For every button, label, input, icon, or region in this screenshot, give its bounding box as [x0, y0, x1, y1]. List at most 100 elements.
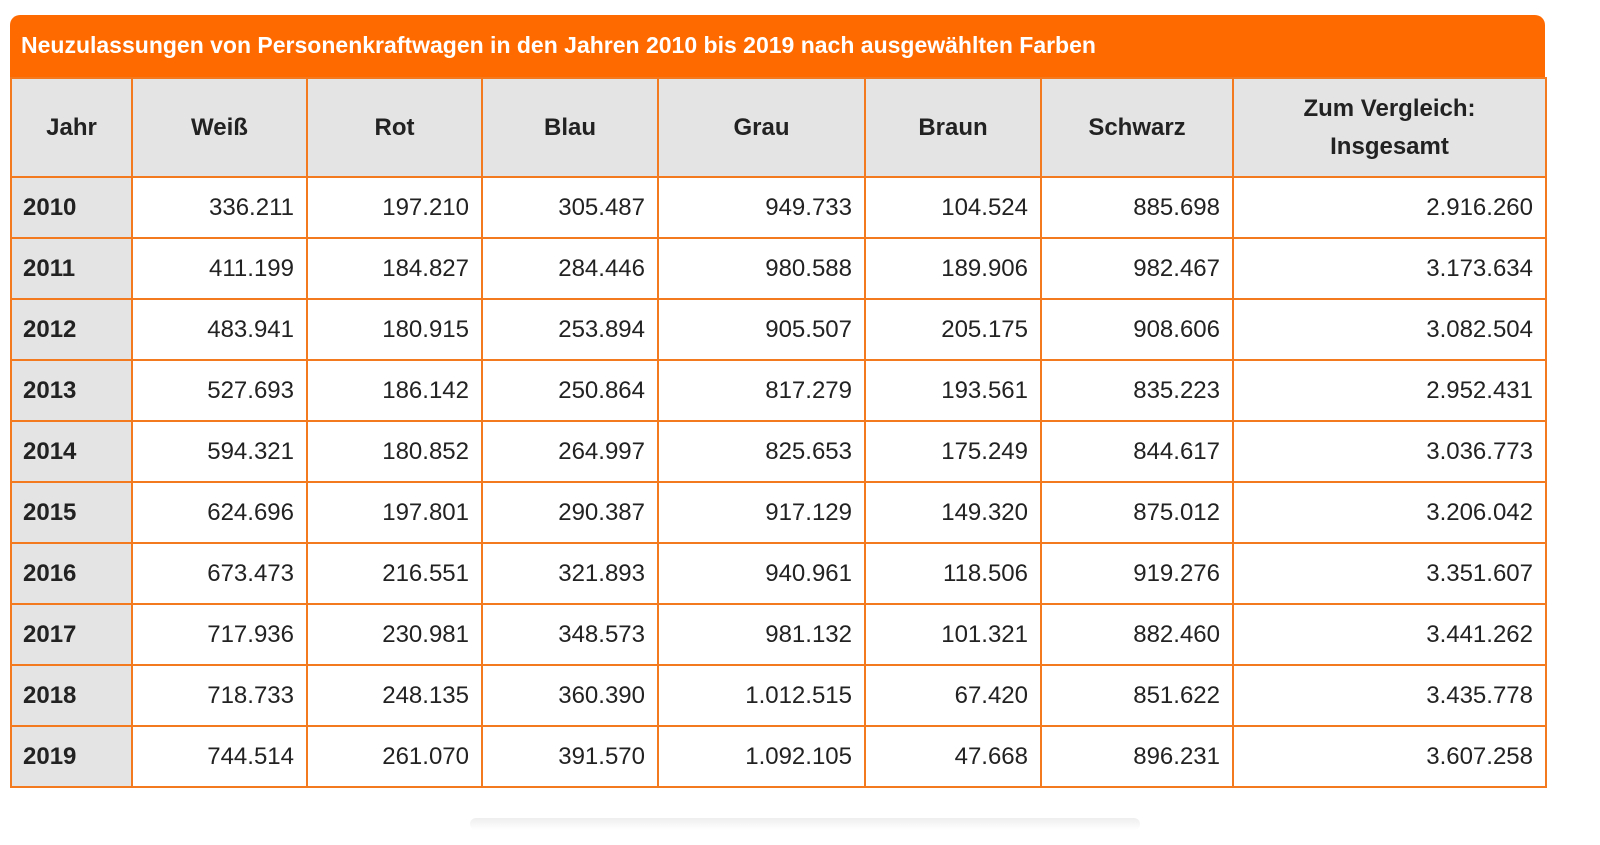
cell-blau: 264.997 — [481, 420, 659, 483]
table-row: 2017 717.936 230.981 348.573 981.132 101.321 8… — [10, 603, 1547, 666]
year-cell: 2014 — [10, 420, 133, 483]
cell-rot: 230.981 — [306, 603, 483, 666]
cell-rot: 248.135 — [306, 664, 483, 727]
table-row: 2013 527.693 186.142 250.864 817.279 193.561 8… — [10, 359, 1547, 422]
cell-zum-vergleich-insgesamt: 3.082.504 — [1232, 298, 1547, 361]
column-header-blau: Blau — [481, 77, 659, 178]
column-header-rot: Rot — [306, 77, 483, 178]
cell-blau: 284.446 — [481, 237, 659, 300]
column-header-grau: Grau — [657, 77, 866, 178]
year-cell: 2016 — [10, 542, 133, 605]
cell-schwarz: 885.698 — [1040, 176, 1234, 239]
header-row: Jahr Weiß Rot Blau Grau Braun Schwarz Zum Vergl… — [10, 77, 1547, 178]
cell-weiss: 624.696 — [131, 481, 308, 544]
cell-rot: 197.210 — [306, 176, 483, 239]
cell-braun: 104.524 — [864, 176, 1042, 239]
cell-blau: 321.893 — [481, 542, 659, 605]
cell-zum-vergleich-insgesamt: 3.441.262 — [1232, 603, 1547, 666]
cell-weiss: 717.936 — [131, 603, 308, 666]
cell-zum-vergleich-insgesamt: 2.916.260 — [1232, 176, 1547, 239]
table-row: 2014 594.321 180.852 264.997 825.653 175.249 8… — [10, 420, 1547, 483]
cell-schwarz: 908.606 — [1040, 298, 1234, 361]
table-row: 2015 624.696 197.801 290.387 917.129 149.320 8… — [10, 481, 1547, 544]
cell-weiss: 527.693 — [131, 359, 308, 422]
cell-weiss: 744.514 — [131, 725, 308, 788]
cell-zum-vergleich-insgesamt: 3.435.778 — [1232, 664, 1547, 727]
cell-grau: 949.733 — [657, 176, 866, 239]
cell-rot: 216.551 — [306, 542, 483, 605]
cell-schwarz: 896.231 — [1040, 725, 1234, 788]
cell-weiss: 483.941 — [131, 298, 308, 361]
cell-schwarz: 844.617 — [1040, 420, 1234, 483]
year-cell: 2015 — [10, 481, 133, 544]
year-cell: 2010 — [10, 176, 133, 239]
cell-schwarz: 882.460 — [1040, 603, 1234, 666]
column-header-jahr: Jahr — [10, 77, 133, 178]
table-title: Neuzulassungen von Personenkraftwagen in… — [10, 15, 1545, 77]
column-header-braun: Braun — [864, 77, 1042, 178]
cell-blau: 360.390 — [481, 664, 659, 727]
cell-weiss: 673.473 — [131, 542, 308, 605]
column-header-zum-vergleich-insgesamt: Zum Vergleich: Insgesamt — [1232, 77, 1547, 178]
cell-schwarz: 875.012 — [1040, 481, 1234, 544]
cell-weiss: 594.321 — [131, 420, 308, 483]
column-header-schwarz: Schwarz — [1040, 77, 1234, 178]
year-cell: 2019 — [10, 725, 133, 788]
cell-zum-vergleich-insgesamt: 3.173.634 — [1232, 237, 1547, 300]
cell-schwarz: 982.467 — [1040, 237, 1234, 300]
cell-braun: 189.906 — [864, 237, 1042, 300]
registrations-table: Jahr Weiß Rot Blau Grau Braun Schwarz Zum Vergl… — [10, 77, 1547, 788]
table-row: 2019 744.514 261.070 391.570 1.092.105 47.668… — [10, 725, 1547, 788]
cell-blau: 290.387 — [481, 481, 659, 544]
cell-grau: 817.279 — [657, 359, 866, 422]
cell-zum-vergleich-insgesamt: 3.607.258 — [1232, 725, 1547, 788]
cell-braun: 47.668 — [864, 725, 1042, 788]
cell-rot: 261.070 — [306, 725, 483, 788]
cell-grau: 980.588 — [657, 237, 866, 300]
cell-blau: 253.894 — [481, 298, 659, 361]
year-cell: 2012 — [10, 298, 133, 361]
cell-braun: 193.561 — [864, 359, 1042, 422]
year-cell: 2018 — [10, 664, 133, 727]
cell-braun: 101.321 — [864, 603, 1042, 666]
cell-grau: 940.961 — [657, 542, 866, 605]
year-cell: 2017 — [10, 603, 133, 666]
cell-braun: 118.506 — [864, 542, 1042, 605]
cell-schwarz: 835.223 — [1040, 359, 1234, 422]
column-header-weiss: Weiß — [131, 77, 308, 178]
cell-blau: 348.573 — [481, 603, 659, 666]
cell-weiss: 336.211 — [131, 176, 308, 239]
table-row: 2018 718.733 248.135 360.390 1.012.515 67.420… — [10, 664, 1547, 727]
year-cell: 2011 — [10, 237, 133, 300]
cell-blau: 391.570 — [481, 725, 659, 788]
cell-zum-vergleich-insgesamt: 3.036.773 — [1232, 420, 1547, 483]
registrations-table-panel: Neuzulassungen von Personenkraftwagen in… — [10, 15, 1547, 788]
cell-grau: 905.507 — [657, 298, 866, 361]
cell-braun: 175.249 — [864, 420, 1042, 483]
cell-grau: 1.092.105 — [657, 725, 866, 788]
cell-blau: 250.864 — [481, 359, 659, 422]
cell-grau: 825.653 — [657, 420, 866, 483]
cell-braun: 205.175 — [864, 298, 1042, 361]
cell-weiss: 718.733 — [131, 664, 308, 727]
cell-rot: 184.827 — [306, 237, 483, 300]
cell-rot: 180.852 — [306, 420, 483, 483]
cell-zum-vergleich-insgesamt: 3.206.042 — [1232, 481, 1547, 544]
cell-rot: 197.801 — [306, 481, 483, 544]
cell-blau: 305.487 — [481, 176, 659, 239]
table-row: 2012 483.941 180.915 253.894 905.507 205.175 9… — [10, 298, 1547, 361]
cell-weiss: 411.199 — [131, 237, 308, 300]
cell-rot: 186.142 — [306, 359, 483, 422]
cell-schwarz: 919.276 — [1040, 542, 1234, 605]
cell-grau: 1.012.515 — [657, 664, 866, 727]
year-cell: 2013 — [10, 359, 133, 422]
cell-grau: 917.129 — [657, 481, 866, 544]
cell-braun: 67.420 — [864, 664, 1042, 727]
table-row: 2016 673.473 216.551 321.893 940.961 118.506 9… — [10, 542, 1547, 605]
table-row: 2010 336.211 197.210 305.487 949.733 104.524 8… — [10, 176, 1547, 239]
cell-braun: 149.320 — [864, 481, 1042, 544]
cell-zum-vergleich-insgesamt: 3.351.607 — [1232, 542, 1547, 605]
cell-schwarz: 851.622 — [1040, 664, 1234, 727]
cell-zum-vergleich-insgesamt: 2.952.431 — [1232, 359, 1547, 422]
table-row: 2011 411.199 184.827 284.446 980.588 189.906 9… — [10, 237, 1547, 300]
